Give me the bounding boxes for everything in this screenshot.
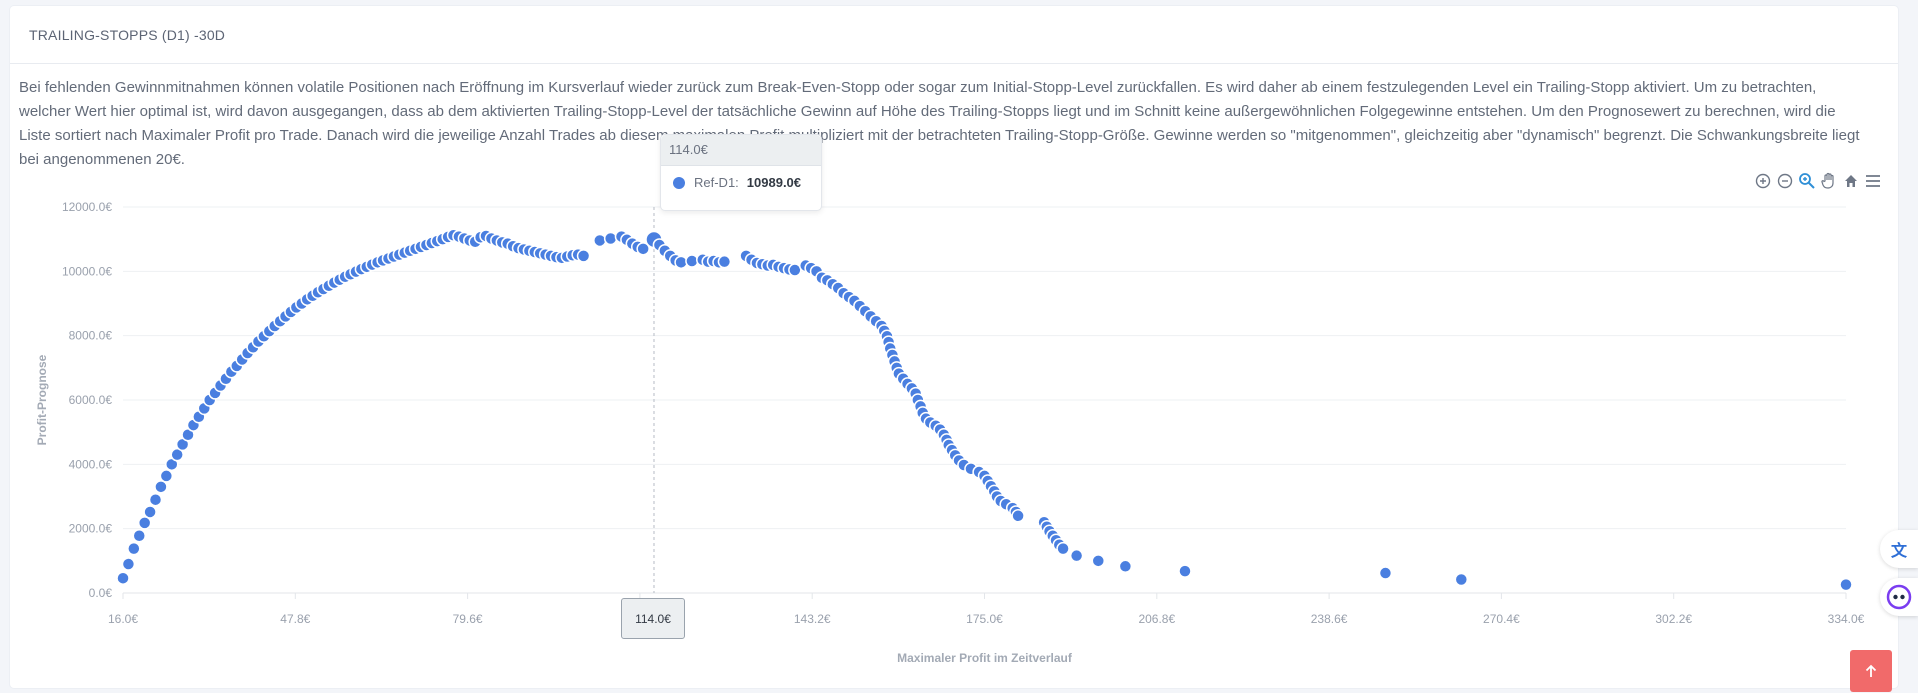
assistant-icon <box>1886 584 1912 610</box>
data-point <box>636 242 650 256</box>
tooltip-value: 10989.0€ <box>746 175 802 190</box>
trailing-stops-card: TRAILING-STOPPS (D1) -30D <box>10 6 1898 688</box>
scroll-to-top-button[interactable] <box>1850 650 1892 692</box>
y-tick-label: 0.0€ <box>89 586 113 600</box>
y-tick-label: 6000.0€ <box>69 393 113 407</box>
data-point <box>132 528 147 543</box>
data-point <box>1056 541 1070 556</box>
data-point <box>159 469 174 483</box>
data-point <box>1178 564 1192 578</box>
x-tick-label: 79.6€ <box>453 612 483 626</box>
menu-icon[interactable] <box>1864 172 1882 190</box>
y-tick-label: 10000.0€ <box>62 264 112 278</box>
x-tick-label: 16.0€ <box>108 612 138 626</box>
x-tick-label: 270.4€ <box>1483 612 1520 626</box>
pan-hand-icon[interactable] <box>1820 172 1838 190</box>
card-description: Bei fehlenden Gewinnmitnahmen können vol… <box>19 79 1860 168</box>
data-point <box>717 254 732 269</box>
data-point <box>1839 577 1853 592</box>
data-point <box>1011 509 1025 523</box>
tooltip-title: 114.0€ <box>661 135 821 166</box>
x-tick-label: 238.6€ <box>1311 612 1348 626</box>
tooltip-series-label: Ref-D1: <box>694 175 739 190</box>
data-point <box>127 541 141 556</box>
y-tick-label: 2000.0€ <box>69 522 113 536</box>
x-tick-label: 334.0€ <box>1828 612 1865 626</box>
crosshair-x-label: 114.0€ <box>621 598 685 639</box>
selection-zoom-icon[interactable] <box>1798 172 1816 190</box>
chart-tooltip: 114.0€ Ref-D1: 10989.0€ <box>660 134 822 211</box>
data-point <box>154 480 168 494</box>
home-reset-icon[interactable] <box>1842 172 1860 190</box>
chart-toolbar <box>1754 172 1882 190</box>
y-tick-label: 8000.0€ <box>69 329 113 343</box>
data-point <box>593 233 607 248</box>
data-point <box>603 231 618 246</box>
x-tick-label: 206.8€ <box>1138 612 1175 626</box>
x-tick-label: 175.0€ <box>966 612 1003 626</box>
data-point <box>1118 559 1133 574</box>
data-point <box>137 516 152 530</box>
data-point <box>1069 548 1084 563</box>
tooltip-row: Ref-D1: 10989.0€ <box>661 166 821 190</box>
zoom-in-icon[interactable] <box>1754 172 1772 190</box>
translate-button[interactable]: 文 <box>1880 530 1918 568</box>
translate-icon: 文 <box>1890 543 1907 560</box>
data-point <box>170 447 184 462</box>
data-point <box>116 571 130 585</box>
series-marker-icon <box>673 176 685 189</box>
data-point <box>1378 566 1393 580</box>
data-point <box>576 249 591 263</box>
arrow-up-icon <box>1865 664 1877 677</box>
x-tick-label: 143.2€ <box>794 612 831 626</box>
data-point <box>121 557 136 571</box>
card-header: TRAILING-STOPPS (D1) -30D <box>10 6 1898 64</box>
y-tick-label: 4000.0€ <box>69 457 113 471</box>
data-point <box>148 492 163 507</box>
zoom-out-icon[interactable] <box>1776 172 1794 190</box>
y-axis-title: Profit-Prognose <box>35 354 49 445</box>
x-axis-title: Maximaler Profit im Zeitverlauf <box>897 651 1073 665</box>
card-title: TRAILING-STOPPS (D1) -30D <box>29 26 226 43</box>
y-tick-label: 12000.0€ <box>62 200 112 214</box>
data-point <box>685 254 699 268</box>
data-point <box>1454 572 1469 587</box>
x-tick-label: 47.8€ <box>280 612 310 626</box>
data-point <box>674 255 688 270</box>
data-point <box>1091 554 1106 568</box>
x-tick-label: 302.2€ <box>1655 612 1692 626</box>
assistant-button[interactable] <box>1880 578 1918 616</box>
data-point <box>143 505 157 519</box>
